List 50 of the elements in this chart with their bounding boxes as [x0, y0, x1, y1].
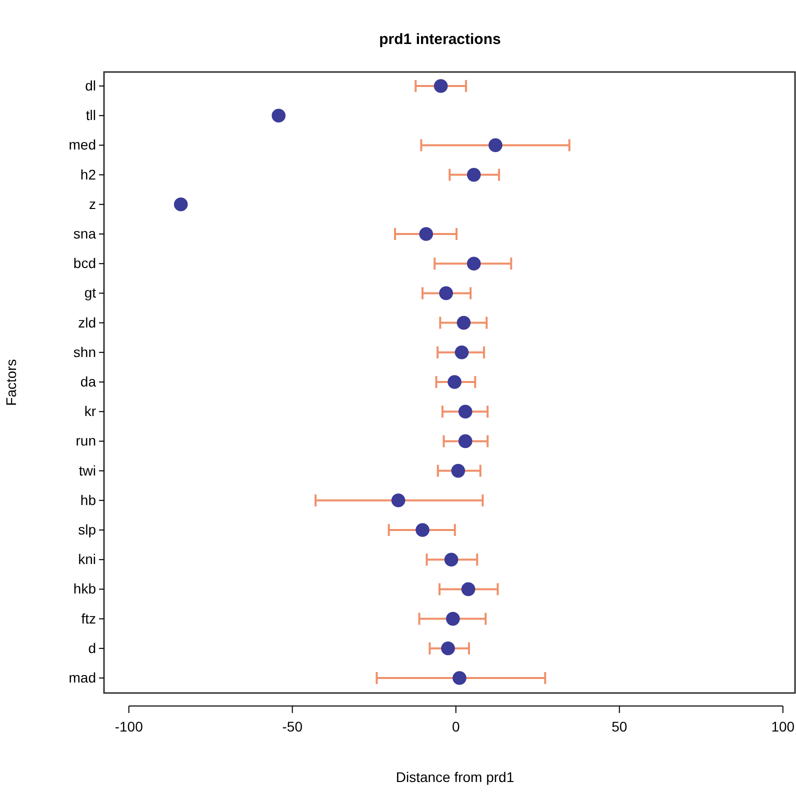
y-tick-label: slp: [78, 521, 96, 538]
x-tick-label: -100: [114, 718, 144, 734]
point: [488, 138, 502, 152]
point: [391, 494, 406, 508]
y-tick-label: mad: [68, 669, 96, 686]
y-tick-label: tll: [86, 107, 96, 124]
y-tick-label: hkb: [73, 580, 96, 597]
point: [444, 552, 458, 566]
point: [454, 346, 469, 360]
y-tick-label: shn: [73, 344, 96, 360]
x-axis-title: Distance from prd1: [396, 769, 514, 785]
point: [419, 227, 434, 241]
x-tick-label: -50: [282, 718, 303, 734]
y-tick-label: med: [68, 136, 96, 153]
y-tick-label: kni: [78, 551, 96, 568]
point: [458, 434, 472, 448]
y-tick-label: da: [80, 373, 96, 390]
point: [458, 404, 472, 418]
y-tick-label: gt: [84, 284, 96, 301]
y-tick-label: bcd: [73, 255, 96, 272]
x-tick-label: 50: [612, 718, 628, 734]
y-tick-label: d: [88, 640, 96, 656]
x-tick-label: 0: [452, 718, 460, 734]
y-tick-label: kr: [84, 403, 96, 420]
y-tick-label: ftz: [81, 610, 96, 626]
point: [448, 375, 462, 389]
y-axis-title: Factors: [3, 359, 19, 406]
y-tick-label: h2: [80, 166, 96, 182]
point: [174, 198, 188, 212]
y-tick-label: dl: [85, 77, 96, 94]
point: [451, 464, 466, 478]
point: [441, 642, 455, 656]
point: [272, 108, 286, 122]
y-tick-label: zld: [78, 314, 96, 330]
point: [439, 286, 453, 300]
point: [466, 256, 481, 270]
point: [466, 168, 481, 182]
chart-title: prd1 interactions: [379, 31, 501, 48]
point: [446, 612, 460, 626]
y-tick-label: sna: [73, 225, 96, 242]
point: [456, 316, 471, 330]
y-tick-label: hb: [80, 492, 96, 508]
point: [461, 582, 476, 596]
y-tick-label: z: [89, 196, 96, 212]
x-tick-label: 100: [771, 718, 795, 734]
point: [434, 79, 448, 93]
y-tick-label: twi: [78, 462, 96, 478]
point: [416, 523, 430, 537]
y-tick-label: run: [76, 432, 96, 449]
point: [452, 671, 466, 685]
